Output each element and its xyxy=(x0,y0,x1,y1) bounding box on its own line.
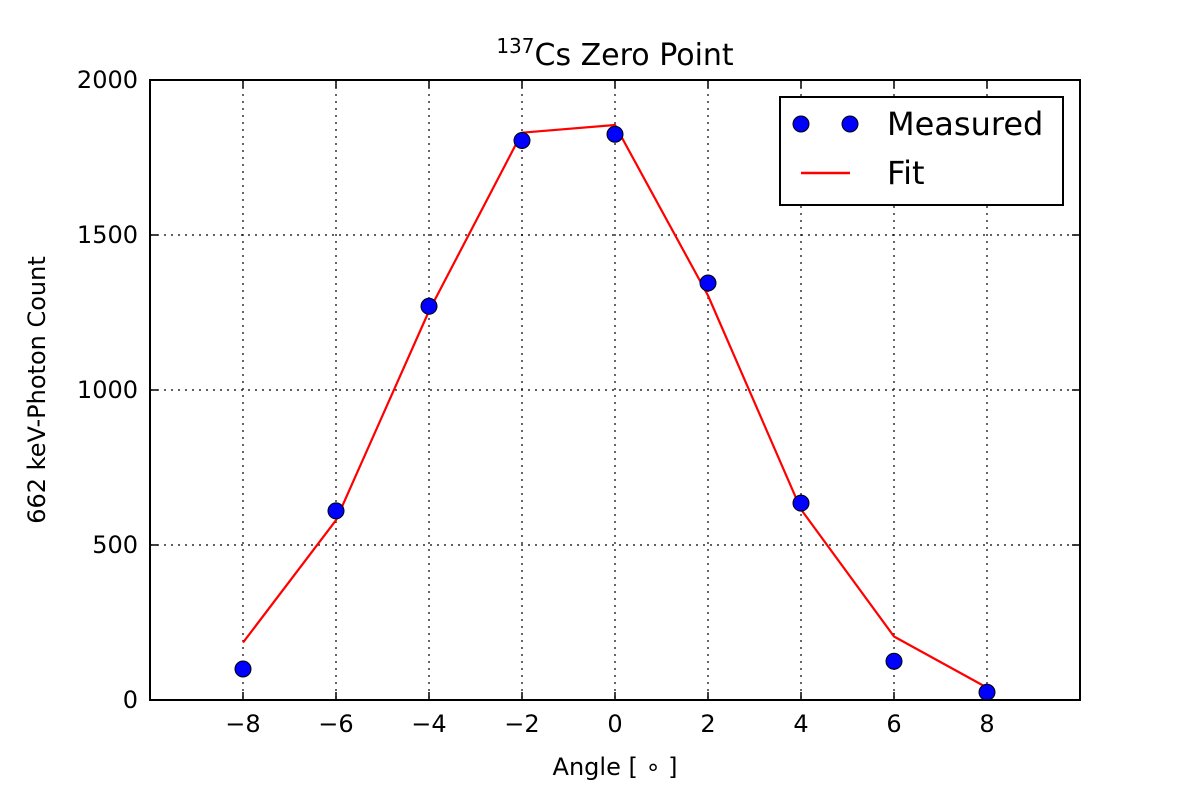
measured-series xyxy=(234,125,996,701)
legend-measured-label: Measured xyxy=(887,105,1043,143)
x-tick-label: −6 xyxy=(318,710,353,738)
chart-title-superscript: 137 xyxy=(496,34,534,58)
legend-fit-label: Fit xyxy=(887,154,925,192)
x-tick-label: −4 xyxy=(411,710,446,738)
legend-measured-marker-2 xyxy=(841,115,859,133)
measured-point xyxy=(420,297,438,315)
measured-point xyxy=(978,683,996,701)
legend-box xyxy=(779,96,1064,206)
fit-series xyxy=(242,123,988,689)
x-tick-label: 8 xyxy=(979,710,994,738)
measured-point xyxy=(327,502,345,520)
tick-labels: −8 −6 −4 −2 0 2 4 6 8 0 500 1000 1500 2000 xyxy=(77,66,995,738)
measured-point xyxy=(699,274,717,292)
legend: Measured Fit xyxy=(779,96,1064,206)
x-tick-label: 4 xyxy=(793,710,808,738)
y-tick-label: 1000 xyxy=(77,376,138,404)
y-tick-label: 1500 xyxy=(77,221,138,249)
measured-point xyxy=(606,125,624,143)
measured-point xyxy=(885,652,903,670)
x-tick-label: 2 xyxy=(700,710,715,738)
plot-frame xyxy=(149,79,1081,701)
x-tick-label: 6 xyxy=(886,710,901,738)
chart-title-main: Cs Zero Point xyxy=(535,38,734,73)
x-axis-label: Angle [ ∘ ] xyxy=(553,753,678,781)
measured-point xyxy=(513,131,531,149)
x-tick-label: −8 xyxy=(225,710,260,738)
measured-point xyxy=(792,494,810,512)
legend-measured-marker-1 xyxy=(792,115,810,133)
x-tick-label: −2 xyxy=(504,710,539,738)
y-tick-label: 0 xyxy=(123,686,138,714)
x-tick-label: 0 xyxy=(607,710,622,738)
fit-line xyxy=(242,123,988,689)
measured-point xyxy=(234,660,252,678)
y-tick-label: 500 xyxy=(92,531,138,559)
y-tick-label: 2000 xyxy=(77,66,138,94)
y-axis-label: 662 keV-Photon Count xyxy=(23,256,51,524)
chart-title: 137Cs Zero Point xyxy=(496,34,734,73)
